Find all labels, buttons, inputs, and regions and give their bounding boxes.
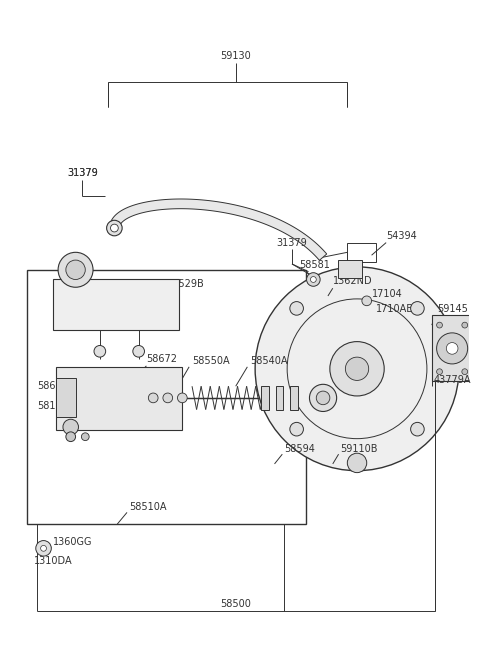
- Circle shape: [410, 302, 424, 315]
- Circle shape: [290, 422, 303, 436]
- Circle shape: [36, 541, 51, 556]
- Circle shape: [446, 342, 458, 354]
- Circle shape: [311, 277, 316, 283]
- Text: 58594: 58594: [284, 444, 315, 455]
- Text: 58672: 58672: [37, 381, 68, 392]
- Circle shape: [133, 346, 144, 357]
- Bar: [337, 260, 362, 277]
- Text: 58523: 58523: [151, 386, 182, 396]
- Text: 1310DA: 1310DA: [34, 556, 72, 566]
- Circle shape: [290, 302, 303, 315]
- Circle shape: [462, 369, 468, 374]
- Text: 58500: 58500: [220, 599, 251, 608]
- Bar: [290, 386, 298, 409]
- Text: 58529B: 58529B: [166, 279, 204, 289]
- Bar: [432, 315, 472, 382]
- Text: 1360GG: 1360GG: [53, 537, 93, 547]
- Bar: [261, 386, 269, 409]
- Text: 58550A: 58550A: [192, 356, 229, 366]
- Circle shape: [346, 357, 369, 380]
- Circle shape: [66, 260, 85, 279]
- Circle shape: [310, 384, 336, 411]
- Circle shape: [330, 342, 384, 396]
- Circle shape: [107, 220, 122, 236]
- Circle shape: [316, 391, 330, 405]
- Text: 58510A: 58510A: [129, 501, 167, 512]
- Text: 58540A: 58540A: [250, 356, 288, 366]
- Bar: [56, 367, 182, 430]
- Circle shape: [94, 346, 106, 357]
- Circle shape: [437, 333, 468, 364]
- Circle shape: [82, 433, 89, 441]
- Circle shape: [410, 422, 424, 436]
- Text: 31379: 31379: [67, 168, 98, 178]
- Circle shape: [255, 267, 459, 470]
- Circle shape: [362, 296, 372, 306]
- Text: 59130: 59130: [220, 51, 251, 61]
- Text: 31379: 31379: [67, 168, 98, 178]
- Circle shape: [437, 322, 443, 328]
- Bar: [56, 378, 75, 417]
- Circle shape: [178, 393, 187, 403]
- Circle shape: [163, 393, 173, 403]
- Bar: [348, 242, 376, 262]
- Bar: [276, 386, 283, 409]
- Circle shape: [148, 393, 158, 403]
- Circle shape: [63, 419, 79, 435]
- Circle shape: [437, 369, 443, 374]
- Circle shape: [41, 545, 47, 551]
- Text: 58672: 58672: [146, 354, 178, 364]
- Circle shape: [307, 273, 320, 286]
- Circle shape: [348, 453, 367, 472]
- Text: 43779A: 43779A: [434, 375, 471, 386]
- Text: 54394: 54394: [386, 231, 417, 241]
- Bar: [27, 270, 306, 524]
- Text: 31379: 31379: [276, 238, 307, 248]
- Text: 58581: 58581: [299, 260, 330, 270]
- Bar: [53, 279, 180, 330]
- Circle shape: [58, 252, 93, 287]
- Circle shape: [66, 432, 75, 442]
- Text: 99594: 99594: [151, 372, 182, 382]
- Circle shape: [110, 224, 118, 232]
- Text: 1710AB: 1710AB: [375, 304, 413, 313]
- Text: 59110B: 59110B: [340, 444, 378, 455]
- Text: 58125C: 58125C: [37, 401, 74, 411]
- Text: 59145: 59145: [438, 304, 468, 313]
- Text: 17104: 17104: [372, 289, 402, 299]
- Text: 1362ND: 1362ND: [333, 277, 372, 286]
- Circle shape: [462, 322, 468, 328]
- Polygon shape: [109, 199, 327, 260]
